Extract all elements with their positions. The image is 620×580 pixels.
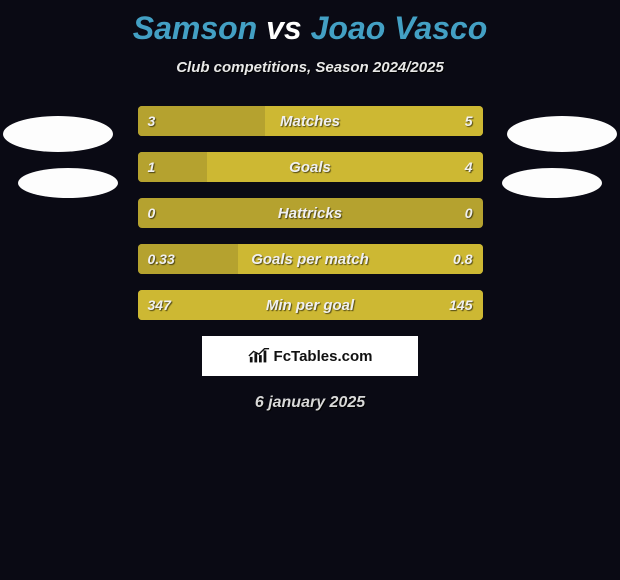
stat-label: Matches bbox=[138, 106, 483, 136]
stat-row: 347145Min per goal bbox=[138, 290, 483, 320]
subtitle: Club competitions, Season 2024/2025 bbox=[0, 59, 620, 76]
stat-row: 00Hattricks bbox=[138, 198, 483, 228]
stat-label: Goals per match bbox=[138, 244, 483, 274]
source-logo-text: FcTables.com bbox=[274, 348, 373, 365]
stat-label: Min per goal bbox=[138, 290, 483, 320]
player2-avatar bbox=[507, 116, 617, 152]
player2-club-avatar bbox=[502, 168, 602, 198]
player1-name: Samson bbox=[133, 10, 257, 46]
comparison-date: 6 january 2025 bbox=[0, 394, 620, 412]
stat-bars: 35Matches 14Goals 00Hattricks 0.330.8Goals … bbox=[138, 106, 483, 320]
stat-row: 14Goals bbox=[138, 152, 483, 182]
player1-avatar bbox=[3, 116, 113, 152]
stat-row: 0.330.8Goals per match bbox=[138, 244, 483, 274]
stat-label: Hattricks bbox=[138, 198, 483, 228]
stat-row: 35Matches bbox=[138, 106, 483, 136]
player1-club-avatar bbox=[18, 168, 118, 198]
source-logo: FcTables.com bbox=[202, 336, 418, 376]
player2-name: Joao Vasco bbox=[311, 10, 488, 46]
comparison-title: Samson vs Joao Vasco bbox=[0, 0, 620, 47]
vs-text: vs bbox=[266, 10, 302, 46]
stat-label: Goals bbox=[138, 152, 483, 182]
content: 35Matches 14Goals 00Hattricks 0.330.8Goals … bbox=[0, 106, 620, 412]
chart-icon bbox=[248, 347, 270, 365]
